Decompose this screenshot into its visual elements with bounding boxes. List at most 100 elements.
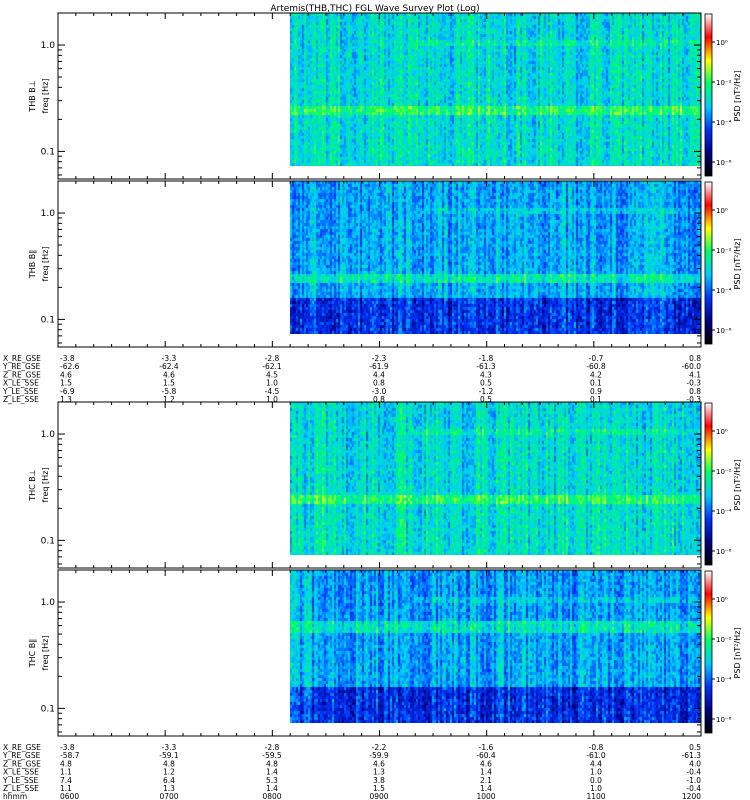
- ephemeris-value: 1.3: [163, 784, 175, 793]
- ephemeris-value: -3.0: [372, 387, 387, 396]
- ephemeris-value: -59.9: [369, 751, 389, 760]
- colorbar: 10⁰ 10⁻² 10⁻⁴ 10⁻⁶ PSD [nT²/Hz]: [704, 181, 742, 345]
- ephemeris-value: -0.7: [589, 354, 604, 363]
- ephemeris-value: 6.4: [163, 776, 175, 785]
- time-tick-label: 0900: [369, 792, 388, 800]
- ephemeris-value: -59.1: [159, 751, 179, 760]
- colorbar-tick-label: 10⁻²: [716, 468, 732, 476]
- ephemeris-value: 4.1: [689, 370, 701, 379]
- y-tick-label: 1.0: [41, 430, 56, 440]
- ephemeris-value: -1.6: [479, 743, 494, 752]
- ephemeris-value: 4.6: [480, 759, 492, 768]
- panel-yunit: freq [Hz]: [41, 79, 50, 114]
- ephemeris-value: -61.3: [476, 362, 496, 371]
- ephemeris-value: 1.4: [480, 784, 492, 793]
- ephemeris-row-label: Y_RE_GSE: [2, 751, 41, 760]
- ephemeris-value: -2.2: [372, 743, 387, 752]
- ephemeris-value: 1.1: [60, 784, 72, 793]
- panel-yunit: freq [Hz]: [41, 636, 50, 671]
- colorbar: 10⁰ 10⁻² 10⁻⁴ 10⁻⁶ PSD [nT²/Hz]: [704, 13, 742, 177]
- ephemeris-value: -61.9: [369, 362, 389, 371]
- x-axis-ticks: [57, 13, 702, 179]
- time-axis-label: hhmm: [3, 792, 27, 800]
- ephemeris-value: 0.5: [689, 743, 701, 752]
- ephemeris-value: -60.8: [586, 362, 606, 371]
- ephemeris-value: 3.8: [373, 776, 385, 785]
- ephemeris-value: 1.2: [163, 395, 175, 404]
- ephemeris-value: -1.0: [686, 776, 701, 785]
- ephemeris-row-label: Y_LE_SSE: [2, 387, 39, 396]
- ephemeris-value: -3.8: [60, 743, 75, 752]
- ephemeris-thb: X_RE_GSE -3.8 -3.3 -2.8 -2.3 -1.8 -0.7 0.8 Y_RE_…: [2, 354, 701, 404]
- ephemeris-value: 0.5: [480, 395, 492, 404]
- ephemeris-value: -3.8: [60, 354, 75, 363]
- y-tick-label: 0.1: [41, 147, 55, 157]
- ephemeris-tables: X_RE_GSE -3.8 -3.3 -2.8 -2.3 -1.8 -0.7 0.8 Y_RE_…: [2, 354, 701, 800]
- ephemeris-value: -1.2: [479, 387, 494, 396]
- time-tick-label: 1000: [476, 792, 495, 800]
- spectrogram-panels: 1.0 0.1 THB B⊥ freq [Hz] 1.0 0.1 THB B∥ freq [H…: [28, 12, 702, 737]
- ephemeris-row-label: Z_LE_SSE: [3, 784, 39, 793]
- colorbar-tick-label: 10⁻²: [716, 636, 732, 644]
- ephemeris-thc: X_RE_GSE -3.8 -3.3 -2.8 -2.2 -1.6 -0.8 0.5 Y_RE_…: [2, 743, 701, 793]
- y-tick-label: 0.1: [41, 536, 55, 546]
- ephemeris-value: -3.3: [162, 354, 177, 363]
- colorbar-tick-label: 10⁻⁶: [716, 548, 732, 556]
- colorbar-tick-label: 10⁰: [716, 596, 728, 604]
- y-axis-ticks: 1.0 0.1: [41, 401, 701, 565]
- ephemeris-value: 1.3: [60, 395, 72, 404]
- time-tick-label: 0800: [262, 792, 281, 800]
- ephemeris-value: 1.4: [266, 768, 278, 777]
- colorbar-tick-label: 10⁻²: [716, 79, 732, 87]
- ephemeris-row-label: X_RE_GSE: [3, 743, 41, 752]
- panel-ylabel: THC B⊥: [28, 469, 37, 502]
- panel-ylabel: THB B⊥: [28, 80, 37, 112]
- x-axis-ticks: [57, 181, 702, 347]
- time-tick-label: 0700: [159, 792, 178, 800]
- ephemeris-value: 0.1: [590, 379, 602, 388]
- ephemeris-value: 0.8: [373, 395, 385, 404]
- ephemeris-value: 1.1: [60, 768, 72, 777]
- panel-thc-bpar: 1.0 0.1 THC B∥ freq [Hz]: [28, 569, 702, 737]
- ephemeris-value: -59.5: [262, 751, 282, 760]
- colorbar-label: PSD [nT²/Hz]: [733, 239, 742, 290]
- colorbar-tick-label: 10⁻⁶: [716, 716, 732, 724]
- ephemeris-value: 4.6: [163, 370, 175, 379]
- colorbar-bar: [704, 402, 713, 566]
- y-axis-ticks: 1.0 0.1: [41, 12, 701, 176]
- y-tick-label: 0.1: [41, 315, 55, 325]
- ephemeris-value: 0.9: [590, 387, 602, 396]
- ephemeris-value: 4.8: [163, 759, 175, 768]
- colorbar-tick-label: 10⁻⁴: [716, 287, 732, 295]
- spectrogram-image: [290, 402, 701, 555]
- colorbar-tick-label: 10⁻⁴: [716, 508, 732, 516]
- ephemeris-value: 1.0: [266, 395, 278, 404]
- ephemeris-value: -4.5: [265, 387, 280, 396]
- ephemeris-row-label: X_LE_SSE: [3, 379, 39, 388]
- ephemeris-row-label: Z_RE_GSE: [3, 759, 41, 768]
- ephemeris-value: 1.0: [266, 379, 278, 388]
- ephemeris-value: 1.2: [163, 768, 175, 777]
- x-axis-ticks: [57, 402, 702, 568]
- ephemeris-value: -0.4: [686, 768, 701, 777]
- panel-ylabel: THB B∥: [28, 250, 37, 279]
- ephemeris-value: -61.3: [682, 751, 702, 760]
- ephemeris-value: 4.5: [266, 370, 278, 379]
- ephemeris-value: 4.0: [689, 759, 701, 768]
- panel-thb-bpar: 1.0 0.1 THB B∥ freq [Hz]: [28, 180, 702, 348]
- colorbar-label: PSD [nT²/Hz]: [733, 71, 742, 122]
- ephemeris-value: -62.4: [159, 362, 179, 371]
- ephemeris-value: -61.0: [586, 751, 606, 760]
- ephemeris-row-label: Z_RE_GSE: [3, 370, 41, 379]
- ephemeris-value: -2.8: [265, 743, 280, 752]
- ephemeris-value: -62.1: [262, 362, 282, 371]
- ephemeris-row-label: Y_RE_GSE: [2, 362, 41, 371]
- ephemeris-value: -60.4: [476, 751, 496, 760]
- colorbar-tick-label: 10⁻²: [716, 247, 732, 255]
- ephemeris-value: -62.6: [60, 362, 80, 371]
- ephemeris-value: 0.8: [689, 354, 701, 363]
- panel-thb-bperp: 1.0 0.1 THB B⊥ freq [Hz]: [28, 12, 702, 180]
- spectrogram-image: [290, 570, 701, 723]
- ephemeris-value: 0.1: [590, 395, 602, 404]
- colorbar-tick-label: 10⁻⁴: [716, 119, 732, 127]
